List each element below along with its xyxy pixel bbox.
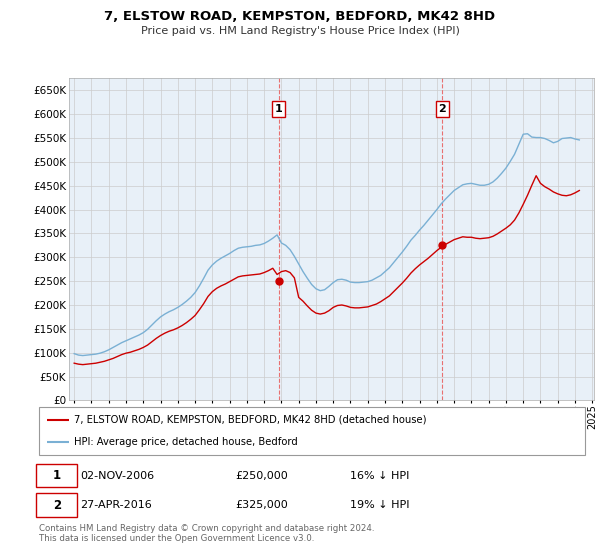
Text: 27-APR-2016: 27-APR-2016: [80, 500, 152, 510]
Text: 02-NOV-2006: 02-NOV-2006: [80, 470, 154, 480]
FancyBboxPatch shape: [36, 464, 77, 487]
Text: 2: 2: [53, 498, 61, 512]
Text: 19% ↓ HPI: 19% ↓ HPI: [350, 500, 410, 510]
FancyBboxPatch shape: [36, 493, 77, 517]
Text: 7, ELSTOW ROAD, KEMPSTON, BEDFORD, MK42 8HD (detached house): 7, ELSTOW ROAD, KEMPSTON, BEDFORD, MK42 …: [74, 415, 427, 425]
Text: Contains HM Land Registry data © Crown copyright and database right 2024.
This d: Contains HM Land Registry data © Crown c…: [39, 524, 374, 543]
Text: 16% ↓ HPI: 16% ↓ HPI: [350, 470, 410, 480]
Text: Price paid vs. HM Land Registry's House Price Index (HPI): Price paid vs. HM Land Registry's House …: [140, 26, 460, 36]
Text: 2: 2: [439, 104, 446, 114]
Text: 7, ELSTOW ROAD, KEMPSTON, BEDFORD, MK42 8HD: 7, ELSTOW ROAD, KEMPSTON, BEDFORD, MK42 …: [104, 10, 496, 23]
Text: £250,000: £250,000: [236, 470, 289, 480]
Text: 1: 1: [275, 104, 283, 114]
Text: 1: 1: [53, 469, 61, 482]
Text: £325,000: £325,000: [236, 500, 289, 510]
Text: HPI: Average price, detached house, Bedford: HPI: Average price, detached house, Bedf…: [74, 437, 298, 447]
